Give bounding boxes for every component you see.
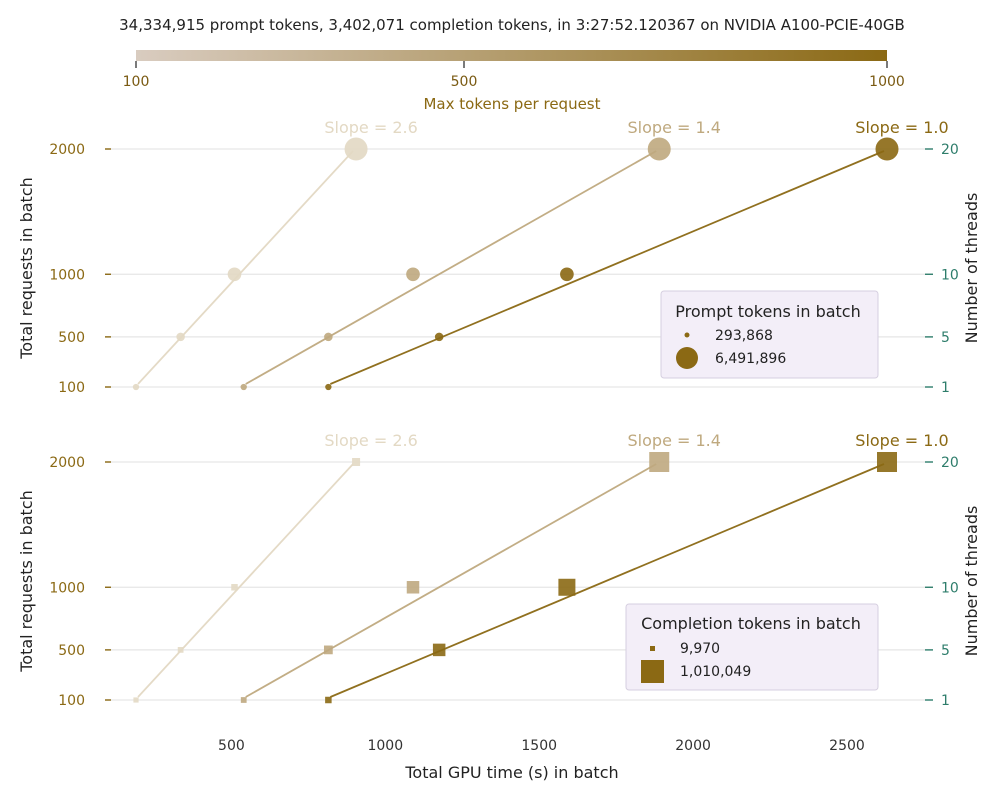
y-tick-label: 2000	[49, 455, 85, 471]
trend-line	[137, 463, 354, 698]
y2-tick-label: 1	[941, 693, 950, 709]
legend-marker-small	[650, 646, 655, 651]
y2-tick-label: 1	[941, 380, 950, 396]
slope-label: Slope = 2.6	[324, 118, 417, 137]
data-point	[406, 267, 420, 282]
legend-entry-label: 293,868	[715, 328, 773, 344]
legend-entry-label: 1,010,049	[680, 664, 751, 680]
y2-tick-label: 20	[941, 142, 959, 158]
data-point	[240, 697, 247, 703]
legend-box	[625, 603, 879, 691]
data-point	[240, 383, 247, 391]
x-tick-label: 2000	[675, 738, 711, 754]
colorbar-tick-label: 1000	[869, 74, 905, 90]
y-axis-label: Total requests in batch	[17, 490, 36, 673]
x-axis-label: Total GPU time (s) in batch	[404, 763, 618, 782]
data-point	[132, 383, 140, 391]
trend-line	[245, 463, 657, 698]
y-tick-label: 1000	[49, 580, 85, 596]
y-tick-label: 2000	[49, 142, 85, 158]
y-tick-label: 100	[58, 380, 85, 396]
legend-box	[660, 290, 879, 379]
legend-marker-small	[684, 332, 690, 338]
x-tick-label: 1000	[367, 738, 403, 754]
data-point	[227, 267, 242, 282]
data-point	[344, 137, 368, 161]
data-point	[432, 643, 446, 657]
legend-title: Prompt tokens in batch	[675, 302, 861, 321]
legend-title: Completion tokens in batch	[641, 614, 861, 633]
colorbar-tick-label: 100	[123, 74, 150, 90]
data-point	[434, 332, 444, 342]
y-tick-label: 1000	[49, 267, 85, 283]
figure-title: 34,334,915 prompt tokens, 3,402,071 comp…	[119, 16, 905, 34]
colorbar-tick-label: 500	[451, 74, 478, 90]
colorbar-ticks: 100 500 1000	[123, 61, 905, 90]
colorbar-label: Max tokens per request	[423, 95, 600, 113]
data-point	[176, 332, 185, 342]
x-tick-label: 500	[218, 738, 245, 754]
trend-line	[330, 463, 885, 698]
data-point	[560, 267, 574, 282]
y-axis-label: Total requests in batch	[17, 177, 36, 360]
slope-label: Slope = 1.0	[855, 118, 948, 137]
legend-prompt-tokens: Prompt tokens in batch 293,868 6,491,896	[660, 290, 879, 379]
data-point	[877, 452, 897, 472]
slope-label: Slope = 1.4	[628, 118, 721, 137]
y2-tick-label: 5	[941, 643, 950, 659]
panel-top: 100 1 500 5 1000 10 2000 20 Total requests in ba…	[17, 118, 981, 396]
y2-tick-label: 20	[941, 455, 959, 471]
y-tick-label: 500	[58, 330, 85, 346]
y2-tick-label: 5	[941, 330, 950, 346]
legend-entry-label: 6,491,896	[715, 351, 786, 367]
data-point	[875, 137, 899, 161]
slope-label: Slope = 2.6	[324, 431, 417, 450]
data-point	[558, 578, 576, 596]
legend-entry-label: 9,970	[680, 641, 720, 657]
data-point	[324, 332, 333, 342]
x-tick-label: 2500	[829, 738, 865, 754]
y-tick-label: 100	[58, 693, 85, 709]
data-point	[649, 452, 670, 472]
legend-marker-large	[641, 660, 664, 683]
trend-line	[245, 150, 657, 385]
data-point	[177, 647, 184, 653]
y-tick-label: 500	[58, 643, 85, 659]
data-point	[406, 581, 420, 594]
slope-label: Slope = 1.4	[628, 431, 721, 450]
y2-axis-label: Number of threads	[962, 506, 981, 657]
data-point	[325, 696, 332, 704]
trend-line	[137, 150, 354, 385]
y2-tick-label: 10	[941, 267, 959, 283]
data-point	[325, 383, 332, 391]
x-tick-label: 1500	[521, 738, 557, 754]
y2-tick-label: 10	[941, 580, 959, 596]
data-point	[231, 584, 238, 591]
colorbar-gradient	[136, 50, 887, 61]
colorbar: 100 500 1000 Max tokens per request	[123, 50, 905, 113]
legend-marker-large	[676, 347, 698, 369]
data-point	[647, 137, 671, 161]
data-point	[323, 645, 333, 655]
data-point	[133, 697, 139, 703]
data-point	[352, 458, 361, 466]
y2-axis-label: Number of threads	[962, 193, 981, 344]
legend-completion-tokens: Completion tokens in batch 9,970 1,010,0…	[625, 603, 879, 691]
trend-line	[330, 150, 885, 385]
slope-label: Slope = 1.0	[855, 431, 948, 450]
